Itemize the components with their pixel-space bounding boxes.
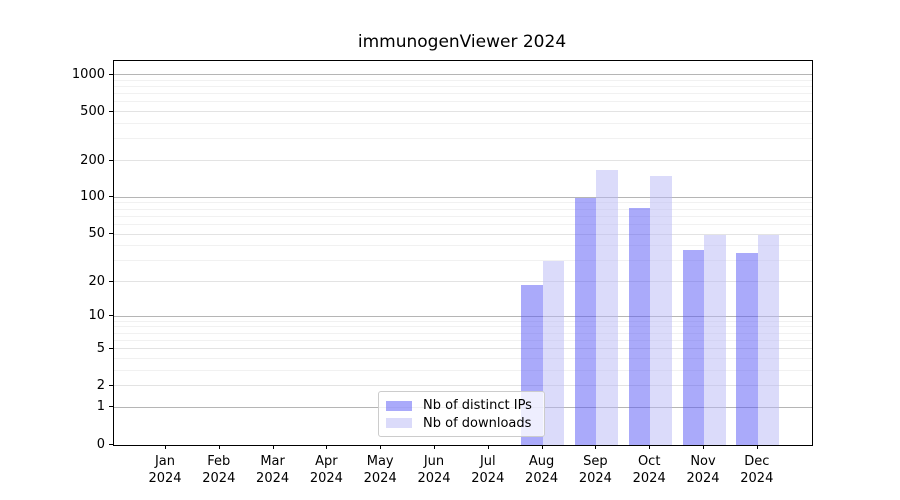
x-tick-label: Jun 2024 — [417, 454, 451, 486]
legend: Nb of distinct IPs Nb of downloads — [378, 391, 545, 437]
bar-distinct-ips — [628, 208, 651, 445]
y-tick-label: 20 — [88, 273, 105, 289]
y-tick-mark — [109, 159, 113, 161]
y-tick-label: 10 — [88, 308, 105, 324]
y-gridline — [114, 138, 812, 140]
y-gridline — [114, 215, 812, 217]
y-gridline — [114, 111, 812, 113]
y-gridline — [114, 320, 812, 322]
x-tick-label: May 2024 — [363, 454, 397, 486]
y-gridline — [114, 208, 812, 210]
y-gridline — [114, 326, 812, 328]
legend-label-distinct-ips: Nb of distinct IPs — [423, 398, 532, 414]
y-tick-mark — [109, 315, 113, 317]
y-tick-mark — [109, 406, 113, 408]
y-tick-label: 0 — [96, 436, 105, 452]
legend-swatch-distinct-ips — [386, 400, 412, 411]
y-tick-mark — [109, 384, 113, 386]
chart-title: immunogenViewer 2024 — [357, 32, 567, 52]
bar-distinct-ips — [682, 250, 704, 445]
y-gridline — [114, 348, 812, 350]
y-gridline — [114, 223, 812, 225]
legend-swatch-downloads — [386, 418, 412, 429]
y-tick-mark — [109, 73, 113, 75]
y-gridline — [114, 281, 812, 282]
x-tick-mark — [272, 445, 274, 449]
x-tick-mark — [595, 445, 597, 449]
bar-distinct-ips — [574, 197, 597, 445]
bar-downloads — [757, 234, 780, 445]
y-gridline — [114, 332, 812, 334]
bar-downloads — [704, 234, 726, 445]
y-tick-mark — [109, 347, 113, 349]
x-tick-label: Feb 2024 — [202, 454, 236, 486]
y-tick-mark — [109, 196, 113, 198]
y-tick-label: 5 — [96, 340, 105, 356]
y-gridline — [114, 79, 812, 81]
legend-item-downloads: Nb of downloads — [386, 415, 536, 433]
x-tick-label: Jul 2024 — [471, 454, 505, 486]
y-gridline — [114, 385, 812, 387]
x-tick-mark — [434, 445, 435, 449]
y-tick-mark — [109, 233, 113, 234]
y-tick-label: 200 — [80, 152, 105, 168]
x-tick-mark — [649, 445, 651, 449]
x-tick-label: Nov 2024 — [686, 454, 720, 486]
bar-downloads — [596, 169, 618, 445]
x-tick-mark — [165, 445, 166, 449]
plot-area — [113, 60, 813, 446]
bar-downloads — [542, 261, 565, 445]
y-tick-label: 1 — [96, 399, 105, 415]
x-tick-mark — [541, 445, 543, 449]
x-tick-label: Sep 2024 — [578, 454, 612, 486]
x-tick-label: Dec 2024 — [740, 454, 774, 486]
y-gridline — [114, 233, 812, 235]
y-gridline — [114, 123, 812, 124]
y-tick-label: 2 — [96, 377, 105, 393]
y-tick-label: 100 — [80, 189, 105, 205]
y-tick-label: 500 — [80, 103, 105, 119]
bar-downloads — [650, 176, 672, 445]
x-tick-mark — [218, 445, 220, 449]
x-tick-label: Apr 2024 — [309, 454, 343, 486]
y-gridline — [114, 202, 812, 204]
y-tick-mark — [109, 443, 113, 445]
x-tick-mark — [326, 445, 328, 449]
y-tick-label: 1000 — [71, 66, 105, 82]
x-tick-label: Oct 2024 — [632, 454, 666, 486]
legend-item-distinct-ips: Nb of distinct IPs — [386, 397, 536, 415]
y-gridline — [114, 315, 812, 317]
y-tick-mark — [109, 110, 113, 112]
y-gridline — [114, 86, 812, 87]
x-tick-mark — [487, 445, 489, 449]
y-gridline — [114, 339, 812, 341]
bar-distinct-ips — [736, 253, 758, 445]
x-tick-label: Jan 2024 — [148, 454, 182, 486]
y-gridline — [114, 101, 812, 103]
y-gridline — [114, 196, 812, 198]
x-tick-label: Mar 2024 — [256, 454, 290, 486]
y-gridline — [114, 245, 812, 247]
y-gridline — [114, 357, 812, 359]
y-gridline — [114, 160, 812, 161]
x-tick-mark — [703, 445, 704, 449]
y-gridline — [114, 369, 812, 371]
y-tick-mark — [109, 280, 113, 282]
x-tick-label: Aug 2024 — [525, 454, 559, 486]
y-gridline — [114, 93, 812, 95]
y-tick-label: 50 — [88, 226, 105, 241]
y-gridline — [114, 74, 812, 75]
y-gridline — [114, 260, 812, 262]
legend-label-downloads: Nb of downloads — [423, 415, 532, 431]
x-tick-mark — [380, 445, 382, 449]
x-tick-mark — [756, 445, 758, 449]
